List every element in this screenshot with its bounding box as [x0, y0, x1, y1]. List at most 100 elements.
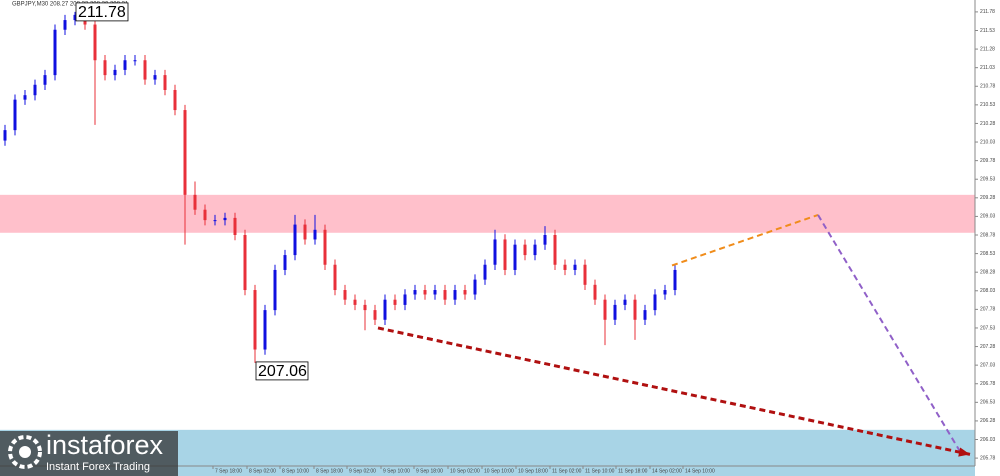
- y-tick-label: 209.03: [980, 214, 996, 220]
- candle-body: [653, 294, 657, 311]
- candle-body: [253, 290, 257, 350]
- candle-body: [293, 224, 297, 256]
- candle-body: [263, 310, 267, 350]
- price-label-box: [255, 361, 309, 381]
- x-tick-label: 8 Sep 10:00: [282, 468, 309, 474]
- candle-body: [543, 235, 547, 245]
- candle-body: [123, 60, 127, 70]
- x-tick-label: 11 Sep 18:00: [618, 468, 648, 474]
- candle-body: [103, 60, 107, 76]
- candle-body: [353, 299, 357, 305]
- candle-body: [593, 284, 597, 300]
- candle-body: [313, 229, 317, 240]
- y-tick-label: 211.28: [980, 46, 995, 52]
- candle-body: [373, 310, 377, 320]
- candle-body: [503, 239, 507, 270]
- candle-body: [623, 299, 627, 305]
- candle-body: [343, 290, 347, 300]
- y-tick-label: 210.53: [980, 102, 996, 108]
- y-tick-label: 210.78: [980, 84, 996, 90]
- candle-body: [33, 84, 37, 96]
- candle-body: [243, 235, 247, 291]
- x-tick-label: 7 Sep 18:00: [215, 468, 242, 474]
- y-tick-label: 209.28: [980, 195, 996, 201]
- candle-body: [303, 224, 307, 240]
- x-tick-label: 8 Sep 02:00: [249, 468, 276, 474]
- price-label: 211.78: [78, 4, 126, 21]
- candle-body: [193, 194, 197, 210]
- candle-body: [3, 130, 7, 141]
- candle-body: [223, 217, 227, 221]
- x-tick-label: 9 Sep 02:00: [349, 468, 376, 474]
- candle-body: [463, 290, 467, 295]
- logo: instaforex Instant Forex Trading: [0, 430, 178, 476]
- candle-body: [533, 244, 537, 256]
- y-tick-label: 209.78: [980, 158, 996, 164]
- logo-icon: [19, 446, 31, 458]
- logo-icon: [8, 435, 42, 469]
- candle-body: [483, 264, 487, 280]
- y-tick-label: 206.03: [980, 437, 996, 443]
- candle-body: [563, 264, 567, 270]
- candle-body: [453, 290, 457, 300]
- candle-body: [273, 269, 277, 311]
- x-tick-label: 9 Sep 18:00: [416, 468, 443, 474]
- candle-body: [93, 24, 97, 61]
- y-tick-label: 208.53: [980, 251, 996, 257]
- candle-body: [633, 299, 637, 320]
- candle-body: [403, 294, 407, 305]
- y-tick-label: 208.78: [980, 232, 996, 238]
- x-tick-label: 11 Sep 10:00: [585, 468, 615, 474]
- candle-body: [383, 299, 387, 320]
- candle-body: [443, 290, 447, 300]
- brand-tagline: Instant Forex Trading: [46, 461, 150, 473]
- y-tick-label: 207.78: [980, 307, 996, 313]
- candle-body: [153, 75, 157, 80]
- candle-body: [663, 290, 667, 295]
- y-tick-label: 210.28: [980, 121, 996, 127]
- candle-body: [113, 69, 117, 76]
- candle-body: [513, 244, 517, 270]
- candle-body: [163, 75, 167, 90]
- y-tick-label: 205.78: [980, 455, 996, 461]
- candle-body: [673, 269, 677, 291]
- x-tick-label: 11 Sep 02:00: [552, 468, 582, 474]
- candle-body: [643, 310, 647, 320]
- candle-body: [493, 239, 497, 265]
- candle-body: [573, 264, 577, 270]
- y-tick-label: 211.03: [980, 65, 995, 71]
- candle-body: [423, 290, 427, 295]
- candle-body: [143, 60, 147, 80]
- y-tick-label: 211.53: [980, 28, 995, 34]
- candle-body: [43, 75, 47, 85]
- y-tick-label: 206.78: [980, 381, 996, 387]
- candle-body: [213, 220, 217, 222]
- y-tick-label: 206.28: [980, 418, 996, 424]
- y-tick-label: 209.53: [980, 177, 996, 183]
- candle-body: [433, 290, 437, 295]
- candle-body: [203, 209, 207, 221]
- brand-name: instaforex: [46, 430, 164, 460]
- candle-body: [53, 29, 57, 76]
- x-tick-label: 10 Sep 02:00: [450, 468, 480, 474]
- x-tick-label: 8 Sep 18:00: [316, 468, 343, 474]
- candle-body: [363, 304, 367, 311]
- price-label-box: [75, 2, 129, 22]
- x-tick-label: 14 Sep 02:00: [652, 468, 682, 474]
- x-tick-label: 10 Sep 10:00: [484, 468, 514, 474]
- candle-body: [333, 264, 337, 291]
- y-tick-label: 207.03: [980, 362, 996, 368]
- candle-body: [63, 20, 67, 30]
- forecast-line: [671, 213, 819, 267]
- y-tick-label: 206.53: [980, 400, 996, 406]
- y-tick-label: 210.03: [980, 139, 996, 145]
- candle-body: [413, 290, 417, 295]
- candle-body: [173, 89, 177, 111]
- zone: [0, 194, 975, 233]
- candle-body: [613, 304, 617, 320]
- candle-body: [523, 244, 527, 256]
- y-tick-label: 208.28: [980, 270, 996, 276]
- candle-body: [233, 217, 237, 235]
